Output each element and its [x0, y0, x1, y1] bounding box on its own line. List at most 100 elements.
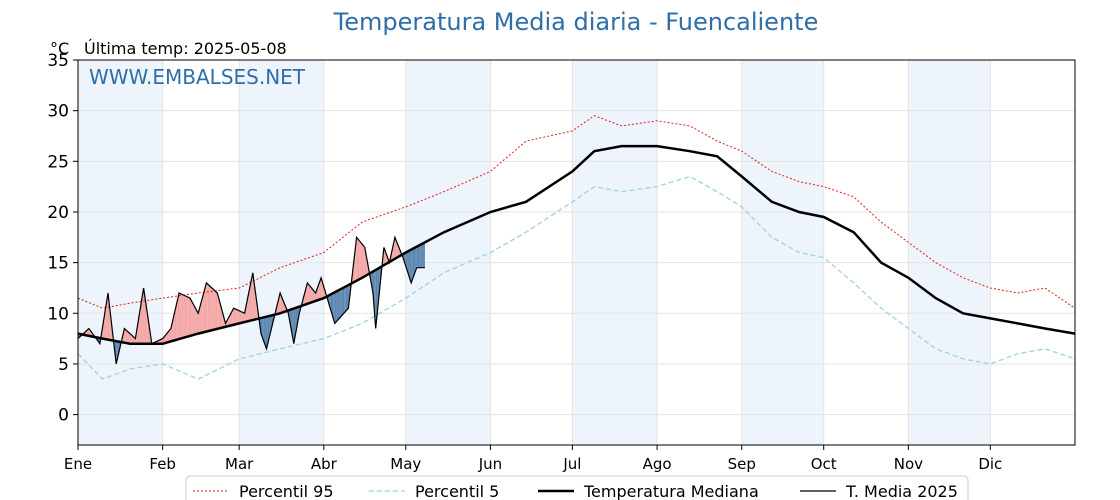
anomaly-above: [307, 282, 309, 304]
anomaly-above: [239, 310, 241, 324]
y-tick-label: 35: [47, 51, 69, 71]
anomaly-below: [418, 245, 420, 268]
anomaly-above: [217, 293, 219, 329]
anomaly-above: [165, 333, 167, 343]
anomaly-above: [362, 244, 364, 278]
anomaly-above: [144, 297, 147, 344]
anomaly-above: [215, 291, 218, 330]
anomaly-above: [213, 289, 215, 330]
legend-label: T. Media 2025: [845, 482, 958, 500]
anomaly-below: [347, 285, 349, 310]
anomaly-above: [357, 238, 360, 280]
anomaly-above: [189, 298, 192, 336]
anomaly-above: [168, 330, 170, 343]
x-tick-label: Dic: [978, 455, 1002, 473]
anomaly-above: [280, 293, 282, 314]
anomaly-below: [345, 285, 348, 312]
anomaly-above: [310, 286, 312, 303]
anomaly-above: [179, 293, 181, 340]
anomaly-above: [87, 328, 89, 336]
anomaly-above: [109, 304, 111, 341]
chart-title: Temperatura Media diaria - Fuencaliente: [333, 8, 819, 36]
unit-label: °C: [50, 39, 69, 58]
anomaly-above: [356, 237, 358, 281]
series-2025-line: [77, 235, 425, 365]
x-tick-label: Sep: [728, 455, 756, 473]
anomaly-above: [251, 272, 253, 321]
legend-label: Temperatura Mediana: [583, 482, 759, 500]
anomaly-above: [248, 286, 251, 322]
y-tick-label: 0: [58, 406, 69, 426]
anomaly-above: [232, 308, 234, 326]
anomaly-below: [422, 243, 424, 268]
anomaly-above: [203, 287, 206, 333]
anomaly-above: [233, 308, 236, 325]
anomaly-below: [344, 286, 346, 313]
y-tick-label: 15: [47, 254, 69, 274]
y-tick-label: 20: [47, 203, 69, 223]
plot-area: WWW.EMBALSES.NET 0 5 10 15 20 25 30 35 Ene Feb Mar A…: [47, 51, 1076, 473]
anomaly-below: [408, 250, 410, 279]
series-p5-line: [77, 175, 1076, 380]
month-band: [908, 60, 991, 445]
month-band: [239, 60, 324, 445]
anomaly-below: [337, 290, 339, 321]
anomaly-above: [207, 284, 210, 332]
anomaly-above: [128, 332, 130, 344]
y-tick-label: 25: [47, 152, 69, 172]
series-p95-line: [77, 115, 1076, 309]
x-tick-label: May: [390, 455, 421, 473]
anomaly-above: [396, 240, 398, 259]
anomaly-below: [270, 315, 272, 333]
anomaly-above: [181, 294, 184, 339]
anomaly-above: [198, 308, 200, 334]
anomaly-above: [359, 240, 361, 280]
month-band: [572, 60, 658, 445]
anomaly-above: [241, 312, 244, 323]
anomaly-below: [342, 287, 345, 315]
anomaly-above: [129, 333, 132, 344]
anomaly-above: [183, 294, 185, 338]
anomaly-above: [125, 329, 128, 344]
anomaly-below: [341, 287, 343, 316]
last-temp-label: Última temp: 2025-05-08: [84, 39, 287, 58]
anomaly-below: [263, 317, 266, 345]
anomaly-below: [415, 246, 417, 272]
anomaly-below: [412, 248, 414, 280]
anomaly-above: [360, 242, 363, 279]
anomaly-below: [332, 293, 334, 319]
anomaly-below: [420, 243, 423, 268]
anomaly-above: [180, 293, 182, 339]
anomaly-above: [363, 245, 365, 278]
anomaly-below: [416, 245, 419, 268]
anomaly-above: [127, 331, 129, 344]
legend-label: Percentil 95: [239, 482, 334, 500]
anomaly-below: [423, 242, 425, 268]
anomaly-below: [334, 291, 337, 324]
anomaly-below: [265, 316, 267, 349]
x-tick-label: Jun: [478, 455, 502, 473]
anomaly-below: [419, 244, 421, 268]
anomaly-above: [184, 295, 186, 338]
anomaly-above: [243, 312, 245, 323]
anomaly-above: [235, 308, 237, 325]
anomaly-above: [240, 311, 242, 324]
x-tick-label: Mar: [225, 455, 254, 473]
anomaly-above: [177, 293, 180, 340]
anomaly-above: [230, 310, 233, 326]
anomaly-above: [106, 293, 109, 340]
month-band: [741, 60, 824, 445]
anomaly-above: [214, 290, 216, 330]
anomaly-above: [394, 237, 397, 259]
plot-frame: [77, 59, 1076, 446]
anomaly-above: [188, 297, 190, 337]
x-tick-label: Oct: [811, 455, 837, 473]
anomaly-above: [210, 286, 212, 331]
anomaly-below: [338, 289, 341, 319]
anomaly-above: [194, 305, 196, 335]
anomaly-below: [407, 251, 409, 275]
anomaly-above: [236, 309, 238, 325]
x-tick-label: Ago: [643, 455, 672, 473]
anomaly-above: [353, 249, 356, 283]
